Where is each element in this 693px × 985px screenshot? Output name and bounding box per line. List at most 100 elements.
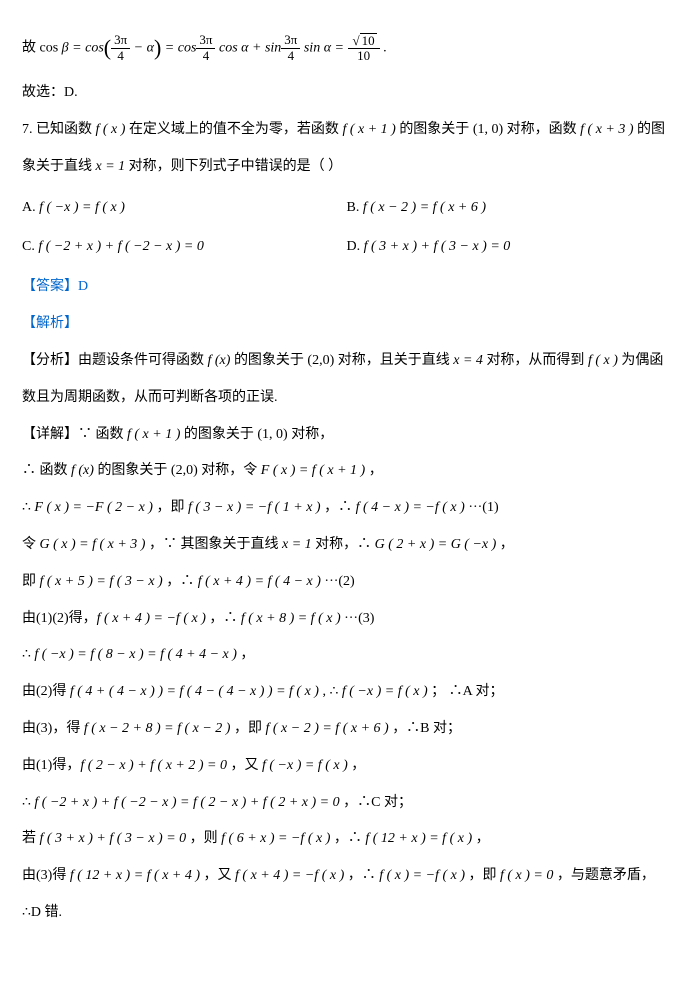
text: ，∵ 其图象关于直线 — [145, 537, 282, 552]
eq-a: f ( 2 − x ) + f ( x + 2 ) = 0 — [80, 758, 227, 773]
label: A. — [22, 200, 39, 215]
jiexi-label: 【解析】 — [22, 309, 671, 340]
text: 对称，从而得到 — [483, 353, 588, 368]
frac-sqrt10-10: 1010 — [348, 33, 380, 64]
detail-14: ∴D 错. — [22, 898, 671, 929]
fx: f (x) — [208, 353, 231, 368]
eq-a: f ( x + 5 ) = f ( 3 − x ) — [40, 574, 163, 589]
choose-d: 故选：D. — [22, 78, 671, 109]
text: ； ∴A 对； — [428, 684, 504, 699]
eq-a: f ( −x ) = f ( 8 − x ) = f ( 4 + 4 − x ) — [34, 647, 236, 662]
eq-c: f ( 12 + x ) = f ( x ) — [365, 831, 472, 846]
text: ，即 — [465, 868, 500, 883]
frac-3pi-4-a: 3π4 — [111, 33, 130, 63]
detail-11: ∴ f ( −2 + x ) + f ( −2 − x ) = f ( 2 − … — [22, 788, 671, 819]
lparen: ( — [104, 35, 111, 60]
eq-b: f ( −x ) = f ( x ) — [342, 684, 428, 699]
eq-a: f ( 3 + x ) + f ( 3 − x ) = 0 — [40, 831, 187, 846]
q7-line2: 象关于直线 x = 1 对称，则下列式子中错误的是（ ） — [22, 152, 671, 183]
detail-6: 由(1)(2)得，f ( x + 4 ) = −f ( x ) ，∴ f ( x… — [22, 604, 671, 635]
options: A. f ( −x ) = f ( x ) B. f ( x − 2 ) = f… — [22, 189, 671, 267]
beta: β — [62, 40, 69, 55]
text: ， — [496, 537, 514, 552]
detail-12: 若 f ( 3 + x ) + f ( 3 − x ) = 0 ，则 f ( 6… — [22, 824, 671, 855]
text: 故 cos — [22, 40, 62, 55]
fenxi-line1: 【分析】由题设条件可得函数 f (x) 的图象关于 (2,0) 对称，且关于直线… — [22, 346, 671, 377]
text: 的图象关于 — [180, 427, 257, 442]
math: f ( 3 + x ) + f ( 3 − x ) = 0 — [364, 239, 511, 254]
text: ，又 — [200, 868, 235, 883]
text: ···(1) — [465, 500, 499, 515]
math: f ( −x ) = f ( x ) — [39, 200, 125, 215]
text: 由(3)，得 — [22, 721, 84, 736]
x4: x = 4 — [453, 353, 483, 368]
text: ，∴ — [344, 868, 379, 883]
top-equation: 故 cos β = cos(3π4 − α) = cos3π4 cos α + … — [22, 24, 671, 72]
detail-4: 令 G ( x ) = f ( x + 3 ) ，∵ 其图象关于直线 x = 1… — [22, 530, 671, 561]
dot: . — [380, 40, 387, 55]
text: 【分析】由题设条件可得函数 — [22, 353, 208, 368]
text: 即 — [22, 574, 40, 589]
x1: x = 1 — [96, 159, 126, 174]
eq-a: f ( −2 + x ) + f ( −2 − x ) = f ( 2 − x … — [34, 795, 339, 810]
label: C. — [22, 239, 38, 254]
eq-c: f ( 4 − x ) = −f ( x ) — [356, 500, 465, 515]
cosalpha: cos α + sin — [215, 40, 281, 55]
fx: f ( x ) — [96, 122, 126, 137]
text: ，∴C 对； — [340, 795, 412, 810]
text: 令 — [22, 537, 40, 552]
text: ，即 — [230, 721, 265, 736]
label: B. — [347, 200, 363, 215]
text: 的图象关于 — [396, 122, 473, 137]
eq-b: f ( 3 − x ) = −f ( 1 + x ) — [188, 500, 321, 515]
label: D. — [347, 239, 364, 254]
option-d: D. f ( 3 + x ) + f ( 3 − x ) = 0 — [347, 232, 672, 263]
detail-5: 即 f ( x + 5 ) = f ( 3 − x ) ，∴ f ( x + 4… — [22, 567, 671, 598]
text: ，则 — [186, 831, 221, 846]
text: ， — [472, 831, 490, 846]
eq-b: f ( −x ) = f ( x ) — [262, 758, 348, 773]
text: 对称，函数 — [503, 122, 580, 137]
fx1: f ( x + 1 ) — [342, 122, 395, 137]
math: f ( −2 + x ) + f ( −2 − x ) = 0 — [38, 239, 204, 254]
text: 对称，∴ — [312, 537, 375, 552]
eq-b: f ( x + 4 ) = f ( 4 − x ) — [198, 574, 321, 589]
eq-a: F ( x ) = −F ( 2 − x ) — [34, 500, 153, 515]
text: ，∴ — [330, 831, 365, 846]
detail-8: 由(2)得 f ( 4 + ( 4 − x ) ) = f ( 4 − ( 4 … — [22, 677, 671, 708]
answer-label: 【答案】D — [22, 272, 671, 303]
eq-b: f ( x − 2 ) = f ( x + 6 ) — [265, 721, 388, 736]
detail-10: 由(1)得，f ( 2 − x ) + f ( x + 2 ) = 0 ，又 f… — [22, 751, 671, 782]
x1: x = 1 — [282, 537, 312, 552]
eq-b: f ( x + 8 ) = f ( x ) — [241, 611, 341, 626]
fx: f (x) — [71, 463, 94, 478]
text: 的图象关于 (2,0) 对称，且关于直线 — [230, 353, 453, 368]
detail-13: 由(3)得 f ( 12 + x ) = f ( x + 4 ) ，又 f ( … — [22, 861, 671, 892]
eq-a: f ( x + 4 ) = −f ( x ) — [97, 611, 206, 626]
detail-2: ∴ 函数 f (x) 的图象关于 (2,0) 对称，令 F ( x ) = f … — [22, 456, 671, 487]
text: ，∴B 对； — [389, 721, 461, 736]
pt: (1, 0) — [257, 427, 287, 442]
minus-alpha: − α — [130, 40, 154, 55]
eq: G ( 2 + x ) = G ( −x ) — [375, 537, 497, 552]
text: ，∴ — [206, 611, 241, 626]
eq-b: f ( 6 + x ) = −f ( x ) — [221, 831, 330, 846]
eq-b: f ( x + 4 ) = −f ( x ) — [235, 868, 344, 883]
eq-c: f ( x ) = −f ( x ) — [379, 868, 465, 883]
text: 由(2)得 — [22, 684, 70, 699]
eq-a: f ( 12 + x ) = f ( x + 4 ) — [70, 868, 200, 883]
text: ，与题意矛盾， — [553, 868, 655, 883]
text: 由(3)得 — [22, 868, 70, 883]
text: 为偶函 — [618, 353, 664, 368]
text: ∴ — [22, 795, 34, 810]
eq: = cos — [69, 40, 104, 55]
detail-9: 由(3)，得 f ( x − 2 + 8 ) = f ( x − 2 ) ，即 … — [22, 714, 671, 745]
detail-3: ∴ F ( x ) = −F ( 2 − x ) ，即 f ( 3 − x ) … — [22, 493, 671, 524]
sinalpha: sin α = — [300, 40, 347, 55]
text: 在定义域上的值不全为零，若函数 — [125, 122, 342, 137]
text: 对称， — [288, 427, 334, 442]
G: G ( x ) = f ( x + 3 ) — [40, 537, 146, 552]
text: 的图 — [634, 122, 666, 137]
text: ，即 — [153, 500, 188, 515]
text: ， — [348, 758, 366, 773]
